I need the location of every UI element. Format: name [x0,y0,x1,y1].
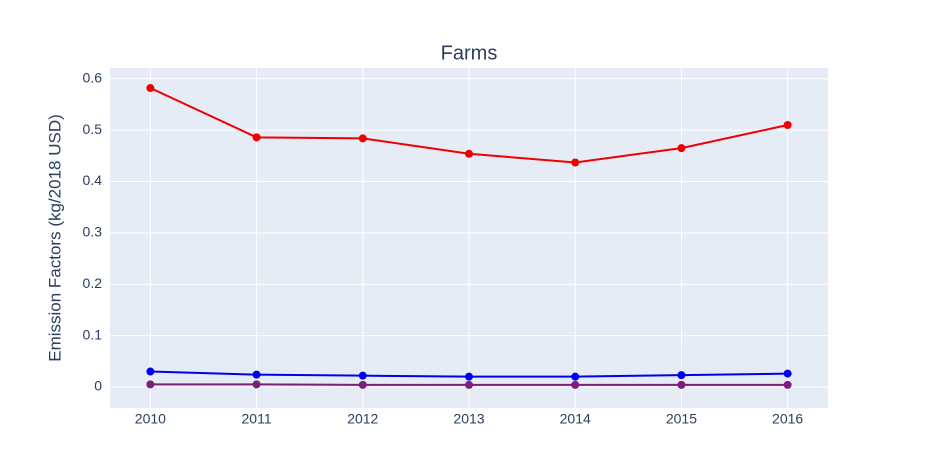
point [677,144,686,153]
point [146,380,155,389]
x-tick-label: 2015 [666,411,697,427]
x-tick-label: 2011 [242,411,272,427]
point [465,380,473,389]
y-tick-label: 0.2 [83,275,103,291]
point [783,380,792,389]
point [358,380,367,389]
point [146,367,155,376]
x-tick-label: 2010 [135,411,166,427]
point [252,133,261,142]
y-tick-label: 0.3 [83,224,103,240]
y-tick-label: 0.4 [83,172,103,188]
x-tick-label: 2013 [453,411,484,427]
y-tick-label: 0.5 [83,121,103,137]
point [571,380,580,389]
x-tick-label: 2014 [560,411,591,427]
x-tick-label: 2016 [772,411,803,427]
point [571,158,580,167]
point [358,371,367,380]
point [783,369,792,378]
point [677,380,686,389]
point [358,134,367,143]
point [783,121,792,130]
point [465,149,473,158]
point [465,372,473,381]
y-tick-label: 0.1 [83,326,103,342]
y-tick-label: 0 [94,378,102,394]
point [252,370,261,379]
point [677,371,686,380]
y-tick-label: 0.6 [83,69,103,85]
point [571,372,580,381]
chart-title: Farms [441,42,498,64]
point [252,380,261,389]
x-tick-label: 2012 [347,411,378,427]
point [146,84,155,93]
y-axis-title: Emission Factors (kg/2018 USD) [45,114,64,362]
